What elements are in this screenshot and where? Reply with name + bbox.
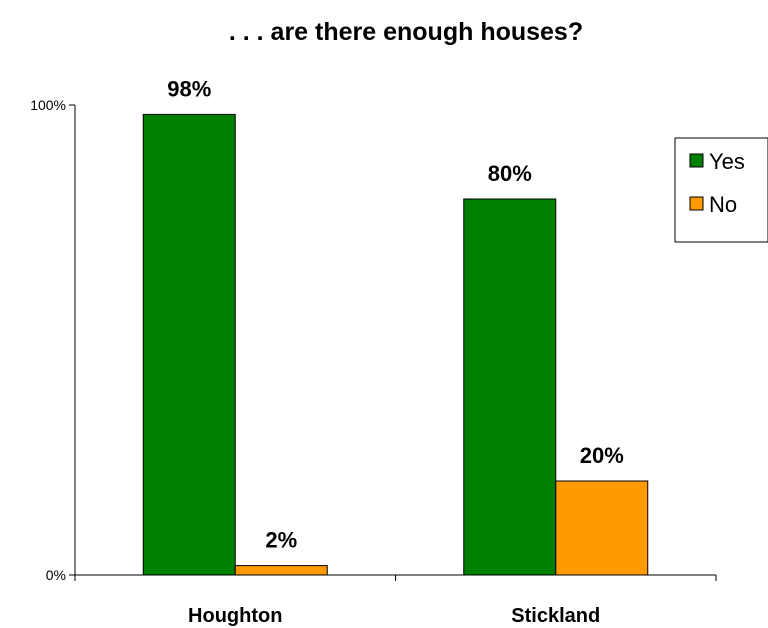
legend-label-no: No (709, 192, 737, 217)
bars (142, 113, 649, 576)
legend: Yes No (674, 137, 768, 243)
x-category-label: Stickland (511, 605, 600, 627)
y-tick-label: 100% (30, 97, 66, 113)
chart-title: . . . are there enough houses? (229, 18, 583, 46)
legend-label-yes: Yes (709, 149, 745, 174)
x-category-label: Houghton (188, 605, 282, 627)
y-tick-label: 0% (46, 567, 66, 583)
data-label: 98% (167, 76, 211, 101)
legend-swatch-yes (689, 153, 704, 168)
bar-yes (463, 198, 557, 576)
data-label: 80% (488, 161, 532, 186)
legend-swatch-no (689, 196, 704, 211)
bar-no (234, 565, 328, 576)
bar-yes (142, 113, 236, 576)
bar-no (555, 480, 649, 576)
data-label: 20% (580, 443, 624, 468)
data-label: 2% (265, 528, 297, 553)
data-labels: 98% 2% 80% 20% (167, 76, 624, 552)
